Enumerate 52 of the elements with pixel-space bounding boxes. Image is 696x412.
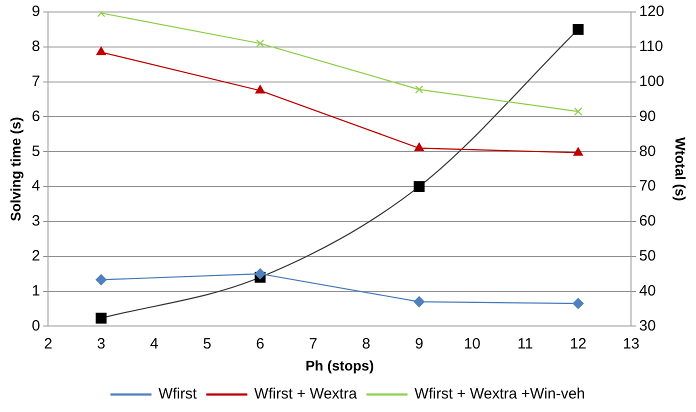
y2-tick-label: 90 (639, 108, 656, 125)
x-axis-title: Ph (stops) (305, 357, 374, 374)
y2-tick-label: 70 (639, 178, 656, 195)
point (414, 181, 425, 192)
x-tick-label: 4 (150, 335, 158, 352)
y-tick-label: 8 (32, 38, 40, 56)
point (572, 24, 584, 35)
y2-tick-label: 40 (639, 282, 656, 300)
y2-tick-label: 110 (639, 38, 664, 56)
point (254, 268, 266, 280)
x-tick-label: 9 (414, 335, 424, 352)
point (414, 296, 425, 308)
x-tick-label: 10 (464, 335, 481, 352)
x-tick-label: 13 (622, 335, 640, 352)
y2-tick-label: 50 (639, 248, 656, 265)
point (415, 85, 424, 94)
point (573, 147, 583, 156)
point (574, 107, 582, 116)
x-tick-label: 12 (570, 335, 587, 352)
legend-label: Wfirst + Wextra (254, 386, 358, 403)
y2-tick-label: 60 (639, 212, 656, 230)
point (572, 298, 584, 310)
legend-label: Wfirst + Wextra +Win-veh (414, 386, 586, 403)
x-tick-label: 6 (256, 335, 264, 352)
y-tick-label: 5 (32, 142, 40, 160)
point (96, 312, 107, 324)
y-tick-label: 6 (32, 108, 40, 125)
y2-tick-label: 30 (639, 317, 656, 334)
point (96, 274, 107, 286)
legend-label: Wfirst (158, 386, 198, 403)
y-tick-label: 1 (32, 282, 40, 300)
y-tick-label: 2 (32, 248, 40, 265)
point (256, 39, 264, 48)
x-tick-label: 3 (96, 335, 106, 352)
point (96, 46, 106, 56)
y-tick-label: 9 (32, 3, 40, 20)
y-axis-title: Solving time (s) (7, 116, 24, 222)
point (414, 142, 424, 152)
y2-tick-label: 100 (639, 72, 664, 90)
y2-tick-label: 120 (639, 3, 664, 20)
point (255, 85, 265, 94)
x-tick-label: 7 (308, 335, 318, 352)
x-tick-label: 2 (44, 335, 52, 352)
x-tick-label: 11 (517, 335, 533, 352)
y-tick-label: 0 (32, 317, 40, 334)
x-tick-label: 8 (362, 335, 370, 352)
y-tick-label: 3 (32, 212, 40, 230)
y-tick-label: 4 (32, 178, 40, 195)
y-tick-label: 7 (32, 72, 40, 90)
x-tick-label: 5 (202, 335, 212, 352)
y2-tick-label: 80 (639, 142, 656, 160)
y2-axis-title: Wtotal (s) (672, 137, 689, 201)
